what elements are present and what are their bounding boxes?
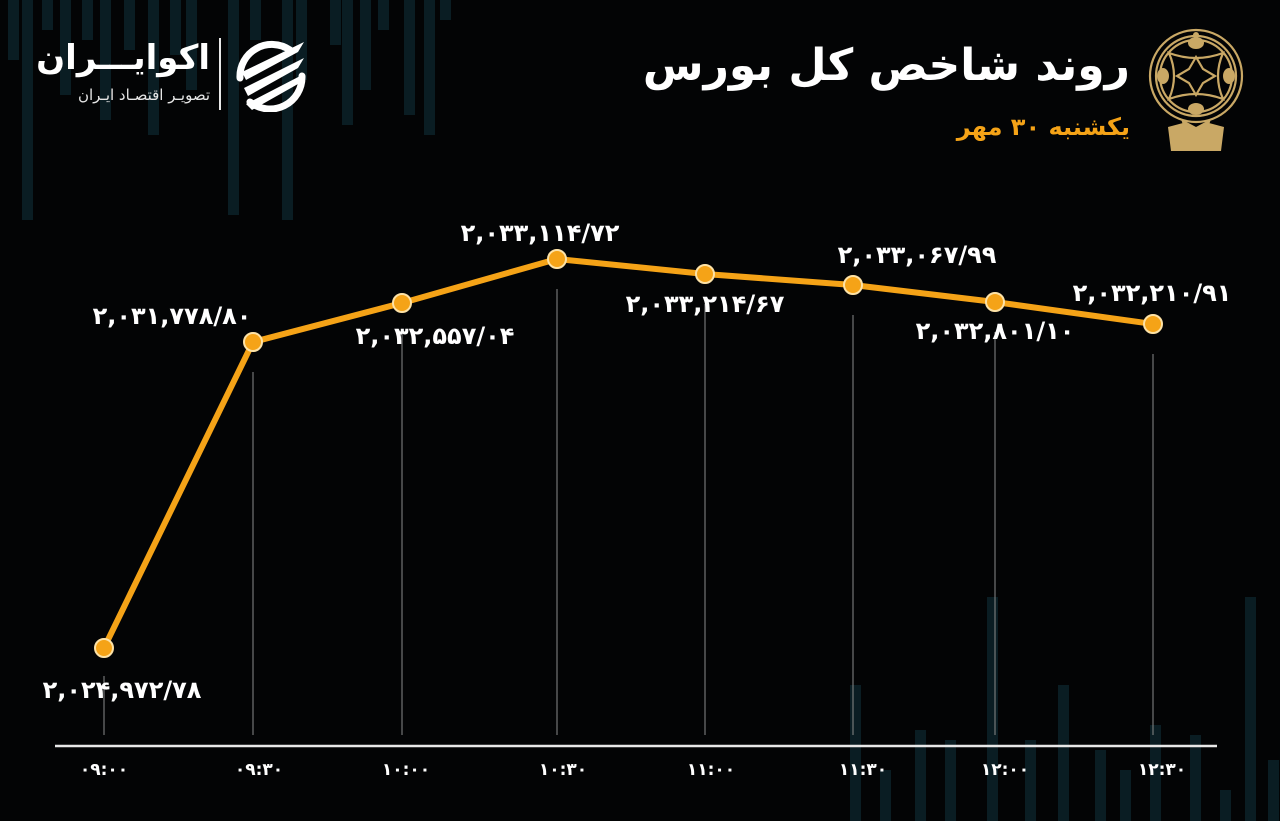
data-label: ۲,۰۳۳,۰۶۷/۹۹ bbox=[837, 241, 997, 269]
data-point bbox=[547, 249, 567, 269]
x-tick-label: ۱۰:۳۰ bbox=[538, 760, 588, 780]
x-tick-label: ۰۹:۳۰ bbox=[234, 760, 284, 780]
tehran-stock-exchange-emblem-icon bbox=[1148, 28, 1244, 151]
vertical-guide-lines bbox=[103, 289, 1154, 735]
data-label: ۲,۰۳۲,۵۵۷/۰۴ bbox=[355, 322, 515, 350]
x-tick-label: ۱۲:۳۰ bbox=[1137, 760, 1187, 780]
data-label: ۲,۰۳۲,۸۰۱/۱۰ bbox=[915, 317, 1075, 345]
data-point bbox=[843, 275, 863, 295]
x-tick-label: ۰۹:۰۰ bbox=[79, 760, 129, 780]
x-tick-label: ۱۲:۰۰ bbox=[980, 760, 1030, 780]
data-point bbox=[243, 332, 263, 352]
data-point bbox=[392, 293, 412, 313]
data-label: ۲,۰۲۴,۹۷۲/۷۸ bbox=[42, 676, 202, 704]
data-label: ۲,۰۳۳,۱۱۴/۷۲ bbox=[460, 219, 620, 247]
data-label: ۲,۰۳۲,۲۱۰/۹۱ bbox=[1072, 279, 1232, 307]
data-point bbox=[695, 264, 715, 284]
data-label: ۲,۰۳۱,۷۷۸/۸۰ bbox=[92, 302, 252, 330]
data-point bbox=[94, 638, 114, 658]
x-tick-label: ۱۱:۰۰ bbox=[686, 760, 736, 780]
x-tick-label: ۱۱:۳۰ bbox=[838, 760, 888, 780]
brand-separator bbox=[219, 38, 221, 110]
data-label: ۲,۰۳۳,۲۱۴/۶۷ bbox=[625, 290, 785, 318]
ecoiran-logo-icon bbox=[236, 40, 306, 112]
chart-title: روند شاخص کل بورس bbox=[642, 40, 1130, 91]
data-points bbox=[94, 249, 1163, 658]
data-point bbox=[1143, 314, 1163, 334]
brand-tagline: تصویـر اقتصـاد ایـران bbox=[77, 86, 210, 104]
brand-name: اکوایـــران bbox=[36, 38, 210, 78]
chart-date-subtitle: یکشنبه ۳۰ مهر bbox=[956, 113, 1130, 141]
index-series-line bbox=[101, 256, 1154, 650]
data-point bbox=[985, 292, 1005, 312]
x-tick-label: ۱۰:۰۰ bbox=[381, 760, 431, 780]
